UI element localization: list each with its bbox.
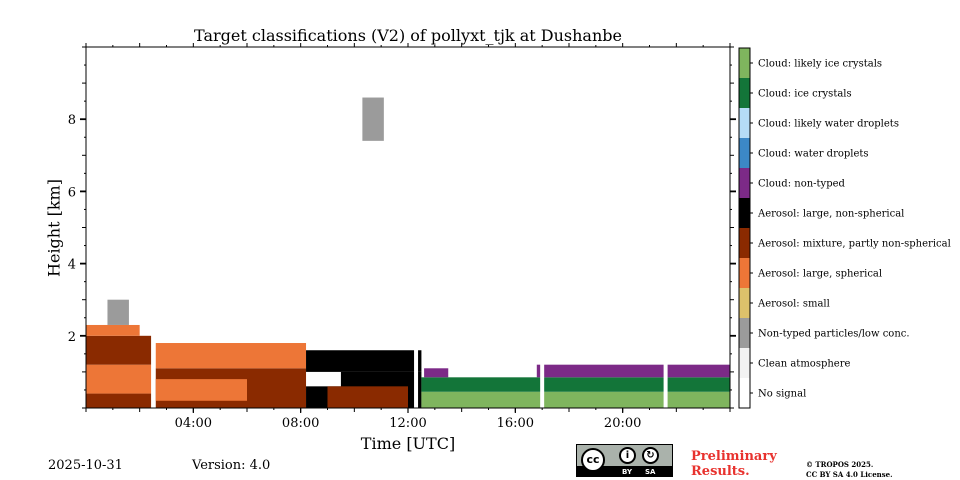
heatmap-region-13 — [421, 377, 730, 392]
colorbar-swatch-0 — [739, 48, 750, 78]
colorbar-swatch-2 — [739, 108, 750, 138]
heatmap-region-2 — [86, 335, 154, 365]
y-axis-label: Height [km] — [44, 179, 64, 277]
data-gap-2 — [540, 328, 545, 408]
colorbar-frame — [738, 47, 751, 409]
colorbar-label: Clean atmosphere — [758, 359, 851, 370]
copyright-line-1: © TROPOS 2025. — [806, 460, 874, 469]
y-tick-label: 4 — [68, 258, 76, 273]
colorbar-label: Aerosol: mixture, partly non-spherical — [757, 239, 951, 250]
x-tick-label: 04:00 — [175, 416, 212, 431]
heatmap-region-6 — [155, 379, 247, 401]
x-axis-label: Time [UTC] — [360, 434, 456, 453]
data-gap-0 — [151, 328, 156, 408]
heatmap-region-12 — [421, 391, 730, 408]
colorbar-label: Aerosol: large, non-spherical — [757, 209, 904, 220]
badge-bar — [577, 466, 672, 476]
chart-title: Target classifications (V2) of pollyxt_t… — [194, 26, 622, 45]
copyright-notice: © TROPOS 2025. CC BY SA 4.0 License. — [806, 460, 956, 480]
colorbar-swatch-3 — [739, 138, 750, 168]
footer-date: 2025-10-31 — [48, 458, 123, 473]
heatmap-region-10 — [327, 386, 408, 408]
x-tick-label: 16:00 — [497, 416, 534, 431]
heatmap-region-3 — [86, 324, 140, 336]
heatmap-region-7 — [155, 343, 307, 369]
cc-icon: cc — [581, 448, 605, 472]
colorbar-label: No signal — [758, 389, 806, 400]
footer-version: Version: 4.0 — [192, 458, 271, 473]
heatmap-area — [86, 97, 730, 408]
heatmap-region-0 — [86, 393, 154, 408]
y-tick-label: 8 — [68, 113, 76, 128]
colorbar-label: Aerosol: small — [757, 299, 830, 310]
colorbar-swatch-11 — [739, 378, 750, 408]
colorbar-swatch-9 — [739, 318, 750, 348]
heatmap-region-11 — [306, 350, 422, 372]
data-gap-3 — [663, 328, 668, 408]
y-axis: 2 4 6 8 — [68, 46, 736, 409]
attribution-icon: i — [619, 447, 636, 464]
colorbar-swatch-8 — [739, 288, 750, 318]
heatmap-region-1 — [86, 364, 154, 394]
colorbar-swatch-5 — [739, 198, 750, 228]
heatmap-region-15 — [536, 364, 730, 378]
colorbar-swatch-4 — [739, 168, 750, 198]
y-tick-label: 6 — [68, 185, 76, 200]
x-tick-label: 12:00 — [389, 416, 426, 431]
colorbar-label: Cloud: likely water droplets — [758, 119, 899, 130]
colorbar-swatch-7 — [739, 258, 750, 288]
heatmap-region-14 — [424, 368, 449, 378]
data-gaps — [151, 328, 668, 408]
by-label: BY — [622, 468, 633, 476]
colorbar-label: Non-typed particles/low conc. — [758, 329, 910, 340]
colorbar-label: Aerosol: large, spherical — [757, 269, 882, 280]
x-tick-label: 20:00 — [604, 416, 641, 431]
cc-license-badge[interactable]: cc i ↻ BY SA — [576, 444, 673, 477]
colorbar-label: Cloud: non-typed — [758, 179, 846, 190]
heatmap-region-16 — [362, 97, 384, 141]
colorbar-label: Cloud: ice crystals — [758, 89, 852, 100]
preliminary-line-2: Results. — [691, 464, 750, 479]
colorbar-label: Cloud: water droplets — [758, 149, 869, 160]
sa-label: SA — [645, 468, 656, 476]
colorbar-swatch-10 — [739, 348, 750, 378]
preliminary-line-1: Preliminary — [691, 449, 777, 464]
data-gap-1 — [414, 328, 419, 408]
copyright-line-2: CC BY SA 4.0 License. — [806, 470, 893, 479]
colorbar-label: Cloud: likely ice crystals — [758, 59, 882, 70]
colorbar-swatch-6 — [739, 228, 750, 258]
colorbar-swatch-1 — [739, 78, 750, 108]
share-alike-icon: ↻ — [642, 447, 659, 464]
y-tick-label: 2 — [68, 330, 76, 345]
heatmap-region-4 — [107, 299, 129, 325]
x-tick-label: 08:00 — [282, 416, 319, 431]
preliminary-notice: Preliminary Results. — [691, 449, 801, 479]
colorbar: Cloud: likely ice crystals Cloud: ice cry… — [738, 47, 951, 409]
x-axis: 04:00 08:00 12:00 16:00 20:00 — [85, 43, 731, 431]
